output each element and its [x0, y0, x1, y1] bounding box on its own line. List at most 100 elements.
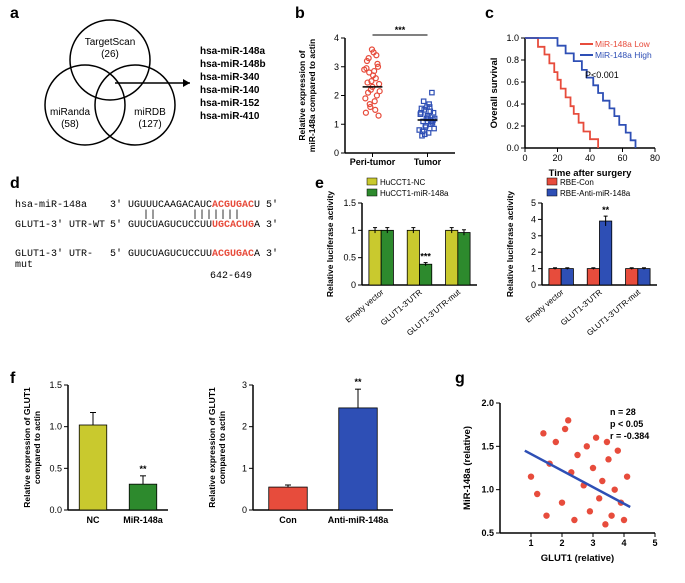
- svg-text:0: 0: [242, 505, 247, 515]
- svg-text:GLUT1 (relative): GLUT1 (relative): [541, 553, 614, 564]
- svg-text:2: 2: [559, 538, 564, 548]
- panel-e: e 00.511.5Empty vectorGLUT1-3'UTRGLUT1-3…: [315, 175, 680, 360]
- svg-text:Relative luciferase activity: Relative luciferase activity: [505, 191, 515, 298]
- venn-set-targetscan: TargetScan: [85, 37, 136, 48]
- svg-text:(127): (127): [138, 119, 161, 130]
- svg-text:0.2: 0.2: [506, 121, 519, 131]
- svg-text:(58): (58): [61, 119, 79, 130]
- luciferase-left: 00.511.5Empty vectorGLUT1-3'UTRGLUT1-3'U…: [320, 175, 500, 355]
- svg-text:n = 28: n = 28: [610, 407, 636, 417]
- svg-text:0.5: 0.5: [481, 528, 494, 538]
- svg-text:5: 5: [652, 538, 657, 548]
- svg-text:0.5: 0.5: [343, 253, 356, 263]
- sequence-alignment: hsa-miR-148a3' UGUUUCAAGACAUCACGUGACU 5'…: [15, 200, 278, 282]
- svg-text:**: **: [354, 377, 362, 387]
- svg-text:20: 20: [552, 153, 562, 163]
- svg-text:Overall survival: Overall survival: [489, 58, 500, 129]
- svg-text:4: 4: [531, 214, 536, 224]
- panel-label-d: d: [10, 175, 20, 192]
- survival-curve: 0 20 40 60 80 0.0 0.2 0.4 0.6 0.8 1.0 MiR-148a LowM…: [485, 23, 675, 178]
- panel-label-f: f: [10, 370, 15, 387]
- svg-text:0.0: 0.0: [506, 143, 519, 153]
- svg-text:1.5: 1.5: [481, 441, 494, 451]
- svg-text:60: 60: [617, 153, 627, 163]
- svg-text:MiR-148a (relative): MiR-148a (relative): [462, 426, 473, 510]
- svg-text:***: ***: [395, 25, 406, 35]
- svg-text:2: 2: [334, 91, 339, 101]
- svg-text:1: 1: [528, 538, 533, 548]
- svg-text:Peri-tumor: Peri-tumor: [350, 157, 396, 167]
- svg-text:0.8: 0.8: [506, 55, 519, 65]
- svg-text:1: 1: [334, 119, 339, 129]
- svg-text:1.5: 1.5: [49, 380, 62, 390]
- svg-text:3: 3: [590, 538, 595, 548]
- correlation-scatter: 1 2 3 4 5 0.5 1.0 1.5 2.0 n = 28 p < 0.05 r = -0.38…: [455, 388, 675, 578]
- svg-text:2: 2: [531, 247, 536, 257]
- venn-diagram: TargetScan (26) miRanda (58) miRDB (127): [25, 10, 195, 160]
- svg-text:NC: NC: [87, 515, 100, 525]
- svg-text:**: **: [602, 205, 610, 215]
- svg-text:1.0: 1.0: [49, 422, 62, 432]
- panel-d: d hsa-miR-148a3' UGUUUCAAGACAUCACGUGACU …: [10, 175, 310, 305]
- panel-c: c 0 20 40 60 80 0.0 0.2 0.4 0.6 0.8 1.0 MiR-148a Lo…: [485, 5, 680, 165]
- svg-text:Anti-miR-148a: Anti-miR-148a: [328, 515, 390, 525]
- svg-text:1.5: 1.5: [343, 198, 356, 208]
- panel-label-c: c: [485, 5, 494, 22]
- svg-text:0: 0: [334, 148, 339, 158]
- svg-text:***: ***: [420, 252, 431, 262]
- svg-text:0.0: 0.0: [49, 505, 62, 515]
- expression-left: 0.0 0.5 1.0 1.5 NC MiR-148a ** Relative express…: [20, 370, 185, 560]
- svg-text:Con: Con: [279, 515, 297, 525]
- svg-text:P<0.001: P<0.001: [585, 70, 619, 80]
- svg-text:0.6: 0.6: [506, 77, 519, 87]
- svg-text:2.0: 2.0: [481, 398, 494, 408]
- svg-text:1: 1: [242, 463, 247, 473]
- svg-text:**: **: [139, 464, 147, 474]
- svg-text:MiR-148a High: MiR-148a High: [595, 50, 652, 60]
- svg-text:0.5: 0.5: [49, 463, 62, 473]
- svg-text:0.4: 0.4: [506, 99, 519, 109]
- svg-text:4: 4: [334, 33, 339, 43]
- venn-set-miranda: miRanda: [50, 107, 90, 118]
- mirna-list: hsa-miR-148ahsa-miR-148bhsa-miR-340 hsa-…: [200, 45, 266, 123]
- svg-text:0: 0: [351, 280, 356, 290]
- panel-b: b 0 1 2 3 4 Peri-tumor Tumor *** Relative expres…: [295, 5, 475, 165]
- svg-text:MiR-148a Low: MiR-148a Low: [595, 39, 651, 49]
- svg-text:3: 3: [531, 231, 536, 241]
- svg-text:Tumor: Tumor: [414, 157, 442, 167]
- luciferase-right: 012345Empty vectorGLUT1-3'UTRGLUT1-3'UTR…: [500, 175, 680, 355]
- svg-text:MiR-148a: MiR-148a: [123, 515, 164, 525]
- panel-label-g: g: [455, 370, 465, 387]
- panel-f: f 0.0 0.5 1.0 1.5 NC MiR-148a ** Relative expre…: [10, 370, 440, 565]
- venn-set-mirdb: miRDB: [134, 107, 166, 118]
- svg-text:1: 1: [531, 264, 536, 274]
- panel-label-b: b: [295, 5, 305, 22]
- scatter-b: 0 1 2 3 4 Peri-tumor Tumor *** Relative expressi…: [295, 23, 470, 178]
- svg-text:(26): (26): [101, 49, 119, 60]
- svg-text:1.0: 1.0: [506, 33, 519, 43]
- svg-text:RBE-Con: RBE-Con: [560, 178, 594, 187]
- svg-text:1: 1: [351, 225, 356, 235]
- svg-text:Relative expression ofmiR-148a: Relative expression ofmiR-148a compared …: [297, 39, 317, 152]
- svg-text:0: 0: [522, 153, 527, 163]
- svg-text:4: 4: [621, 538, 626, 548]
- svg-text:1.0: 1.0: [481, 485, 494, 495]
- svg-text:3: 3: [334, 62, 339, 72]
- svg-text:HuCCT1-NC: HuCCT1-NC: [380, 178, 426, 187]
- svg-text:3: 3: [242, 380, 247, 390]
- svg-text:40: 40: [585, 153, 595, 163]
- svg-text:80: 80: [650, 153, 660, 163]
- svg-text:RBE-Anti-miR-148a: RBE-Anti-miR-148a: [560, 189, 631, 198]
- svg-text:r = -0.384: r = -0.384: [610, 431, 649, 441]
- svg-text:p < 0.05: p < 0.05: [610, 419, 643, 429]
- expression-right: 0 1 2 3 Con Anti-miR-148a ** Relative expressio…: [205, 370, 410, 560]
- svg-text:Relative expression of GLUT1co: Relative expression of GLUT1compared to …: [22, 387, 42, 508]
- panel-label-a: a: [10, 5, 19, 22]
- panel-g: g 1 2 3 4 5 0.5 1.0 1.5 2.0 n = 28 p < 0.05 r = -0.…: [455, 370, 680, 565]
- svg-text:2: 2: [242, 422, 247, 432]
- panel-a: a TargetScan (26) miRanda (58) miRDB (12…: [10, 5, 290, 165]
- svg-text:Relative luciferase activity: Relative luciferase activity: [325, 191, 335, 298]
- svg-text:0: 0: [531, 280, 536, 290]
- svg-text:5: 5: [531, 198, 536, 208]
- svg-text:Relative expression of GLUT1co: Relative expression of GLUT1compared to …: [207, 387, 227, 508]
